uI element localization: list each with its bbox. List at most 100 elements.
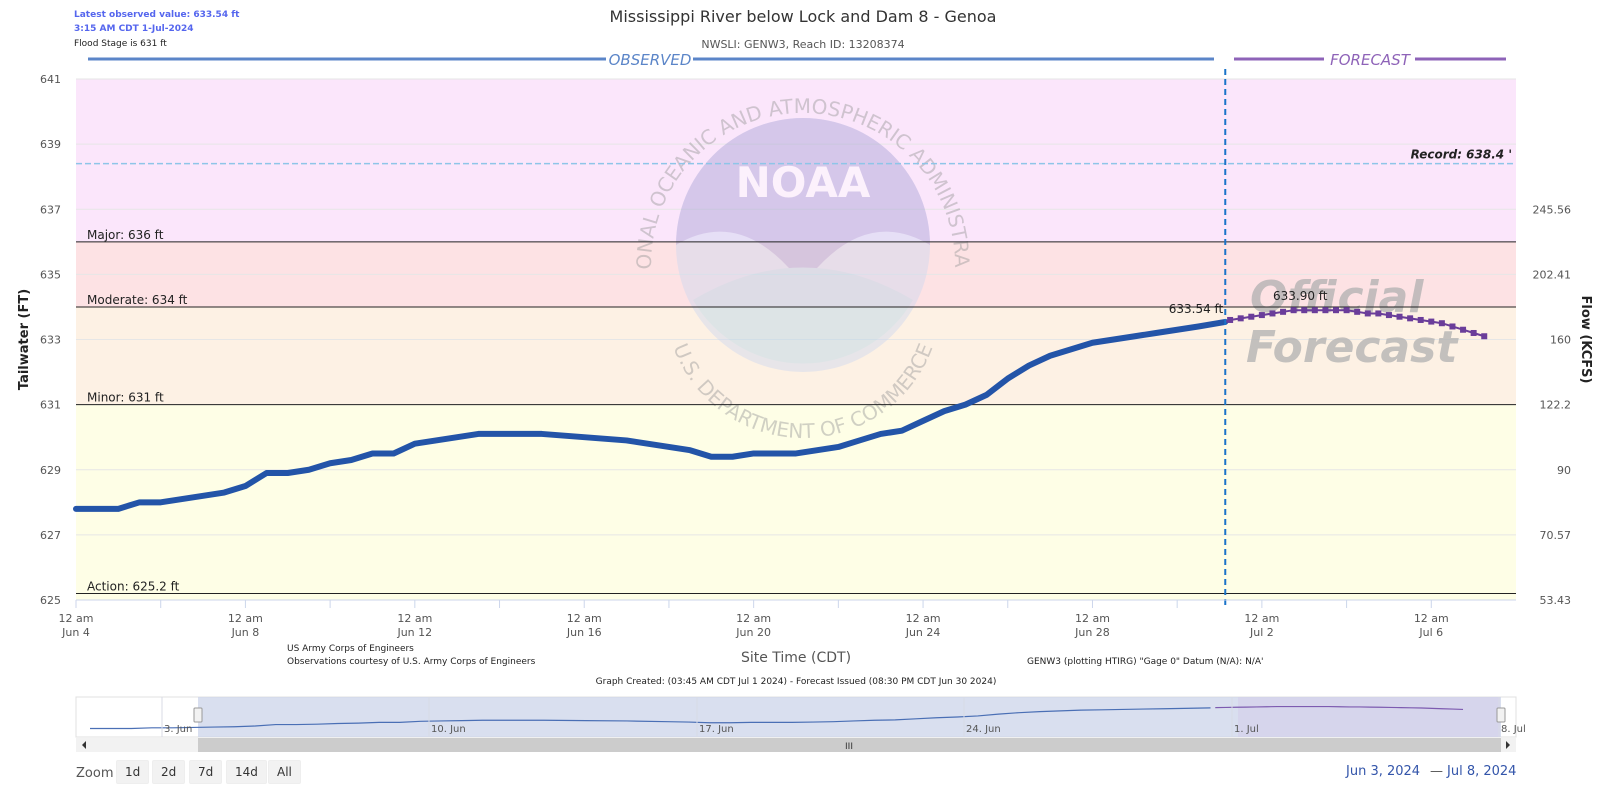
major-flood-band (76, 79, 1516, 242)
x-tick-label-time: 12 am (1414, 612, 1449, 625)
official-forecast-stamp-line1: Official (1250, 272, 1424, 323)
navigator-date-label: 3. Jun (164, 724, 192, 735)
forecast-point (1396, 313, 1403, 320)
navigator-date-label: 10. Jun (431, 724, 466, 735)
forecast-point (1481, 333, 1488, 340)
scroll-right-arrow-icon[interactable] (1506, 741, 1510, 749)
forecast-point (1290, 307, 1297, 314)
forecast-point (1354, 308, 1361, 315)
y-tick-label: 633 (40, 334, 61, 347)
navigator-date-label: 24. Jun (966, 724, 1001, 735)
navigator-forecast-shade (1238, 697, 1500, 737)
forecast-point (1364, 310, 1371, 317)
y2-tick-label: 53.43 (1540, 594, 1572, 607)
x-tick-label-time: 12 am (736, 612, 771, 625)
x-tick-label-time: 12 am (906, 612, 941, 625)
forecast-point (1449, 323, 1456, 330)
action-band (76, 404, 1516, 600)
navigator-observed-line (90, 707, 1211, 730)
y2-tick-label: 70.57 (1540, 529, 1572, 542)
moderate-flood-label: Moderate: 634 ft (87, 293, 188, 307)
noaa-logo-disc (676, 118, 930, 372)
range-to-input[interactable]: Jul 8, 2024 (1447, 764, 1517, 779)
y2-tick-label: 122.2 (1540, 399, 1572, 412)
zoom-label: Zoom (76, 766, 114, 781)
navigator-right-handle[interactable] (1496, 707, 1506, 723)
credit-line-1: US Army Corps of Engineers (287, 644, 414, 654)
range-from-input[interactable]: Jun 3, 2024 (1346, 764, 1421, 779)
forecast-point (1237, 315, 1244, 322)
latest-value-text: Latest observed value: 633.54 ft (74, 10, 240, 20)
chart-subtitle: NWSLI: GENW3, Reach ID: 13208374 (701, 38, 904, 51)
navigator-date-label: 8. Jul (1501, 724, 1526, 735)
forecast-point (1301, 307, 1308, 314)
zoom-2d-button[interactable]: 2d (152, 760, 186, 784)
x-tick-label-time: 12 am (1244, 612, 1279, 625)
forecast-point (1258, 312, 1265, 319)
forecast-point (1375, 310, 1382, 317)
scroll-left-arrow-icon[interactable] (82, 741, 86, 749)
y2-tick-label: 90 (1557, 464, 1571, 477)
x-tick-label-date: Jul 2 (1249, 626, 1274, 639)
forecast-point (1460, 326, 1467, 333)
forecast-point (1227, 316, 1234, 323)
y2-tick-label: 245.56 (1533, 203, 1572, 216)
y2-tick-label: 160 (1550, 334, 1571, 347)
forecast-point (1248, 313, 1255, 320)
y-tick-label: 635 (40, 268, 61, 281)
zoom-14d-button[interactable]: 14d (226, 760, 267, 784)
observed-stage-line (73, 318, 1229, 512)
navigator-forecast-line (1215, 705, 1464, 711)
forecast-point (1333, 307, 1339, 314)
flood-stage-text: Flood Stage is 631 ft (74, 39, 167, 49)
y-axis-title: Tailwater (FT) (17, 289, 32, 390)
x-tick-label-date: Jun 20 (735, 626, 771, 639)
datum-note: GENW3 (plotting HTIRG) "Gage 0" Datum (N… (1027, 657, 1263, 667)
zoom-1d-button[interactable]: 1d (116, 760, 150, 784)
zoom-all-button[interactable]: All (268, 760, 301, 784)
scrollbar-thumb[interactable] (198, 738, 1501, 752)
minor-flood-band (76, 306, 1516, 405)
x-tick-label-date: Jun 16 (566, 626, 602, 639)
y-tick-label: 639 (40, 138, 61, 151)
credit-line-2: Observations courtesy of U.S. Army Corps… (287, 657, 536, 667)
navigator-date-label: 17. Jun (699, 724, 734, 735)
forecast-point (1438, 320, 1445, 327)
forecast-crest-annotation: 633.90 ft (1273, 289, 1328, 303)
forecast-point (1385, 312, 1392, 319)
observed-section-label: OBSERVED (609, 51, 692, 69)
y2-axis-title: Flow (KCFS) (1578, 296, 1593, 384)
major-flood-label: Major: 636 ft (87, 228, 164, 242)
x-tick-label-date: Jul 6 (1418, 626, 1443, 639)
y-tick-label: 637 (40, 203, 61, 216)
navigator-left-handle[interactable] (193, 707, 203, 723)
forecast-point (1343, 307, 1350, 314)
x-tick-label-date: Jun 8 (231, 626, 260, 639)
x-tick-label-date: Jun 28 (1074, 626, 1110, 639)
forecast-point (1280, 308, 1287, 315)
forecast-point (1407, 315, 1414, 322)
record-stage-label: Record: 638.4 ' (1411, 148, 1512, 162)
official-forecast-stamp-line2: Forecast (1246, 322, 1459, 373)
forecast-point (1417, 316, 1424, 323)
x-tick-label-time: 12 am (397, 612, 432, 625)
minor-flood-label: Minor: 631 ft (87, 391, 164, 405)
forecast-section-label: FORECAST (1330, 51, 1412, 69)
x-tick-label-date: Jun 12 (396, 626, 432, 639)
scrollbar-grip-icon: III (845, 742, 853, 752)
x-tick-label-time: 12 am (567, 612, 602, 625)
graph-created-note: Graph Created: (03:45 AM CDT Jul 1 2024)… (596, 677, 997, 687)
x-axis-title: Site Time (CDT) (741, 650, 851, 666)
latest-observed-annotation: 633.54 ft (1169, 302, 1224, 316)
y-tick-label: 641 (40, 73, 61, 86)
x-tick-label-time: 12 am (59, 612, 94, 625)
y-tick-label: 631 (40, 399, 61, 412)
noaa-logo-sky (676, 118, 930, 285)
forecast-point (1322, 307, 1329, 314)
forecast-point (1269, 310, 1276, 317)
chart-title: Mississippi River below Lock and Dam 8 -… (610, 7, 997, 26)
zoom-7d-button[interactable]: 7d (189, 760, 223, 784)
forecast-point (1428, 318, 1435, 325)
x-tick-label-date: Jun 4 (61, 626, 90, 639)
